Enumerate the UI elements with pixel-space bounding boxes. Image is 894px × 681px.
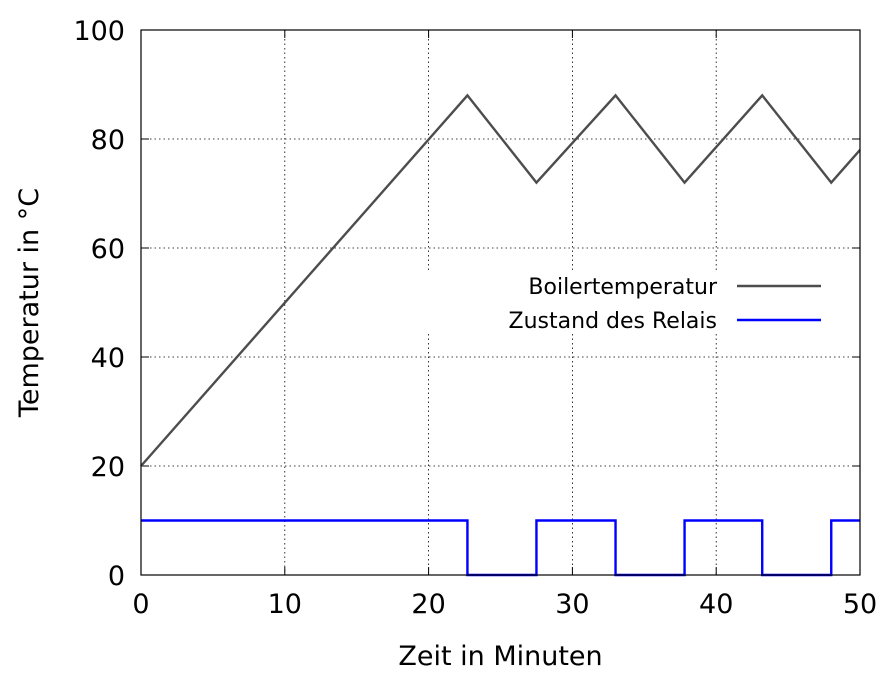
x-axis-label: Zeit in Minuten xyxy=(398,641,602,672)
y-tick-label: 60 xyxy=(91,234,125,265)
x-tick-label: 20 xyxy=(411,589,445,620)
grid xyxy=(141,30,860,575)
y-tick-label: 40 xyxy=(91,343,125,374)
y-tick-label: 100 xyxy=(73,16,125,47)
tick-labels: 0 10 20 30 40 50 0 20 40 60 80 100 xyxy=(73,16,877,620)
plot-frame xyxy=(140,29,861,576)
legend: Boilertemperatur Zustand des Relais xyxy=(428,270,860,334)
x-tick-label: 0 xyxy=(132,589,149,620)
x-tick-label: 50 xyxy=(843,589,877,620)
legend-label: Zustand des Relais xyxy=(509,309,717,334)
series-line-boilertemperatur xyxy=(140,93,861,467)
x-tick-label: 10 xyxy=(268,589,302,620)
y-axis-label: Temperatur in °C xyxy=(14,188,45,418)
x-tick-label: 30 xyxy=(555,589,589,620)
y-tick-label: 20 xyxy=(91,452,125,483)
y-tick-label: 0 xyxy=(108,561,125,592)
y-tick-label: 80 xyxy=(91,125,125,156)
x-tick-label: 40 xyxy=(699,589,733,620)
legend-label: Boilertemperatur xyxy=(528,275,718,300)
legend-background xyxy=(428,270,860,334)
